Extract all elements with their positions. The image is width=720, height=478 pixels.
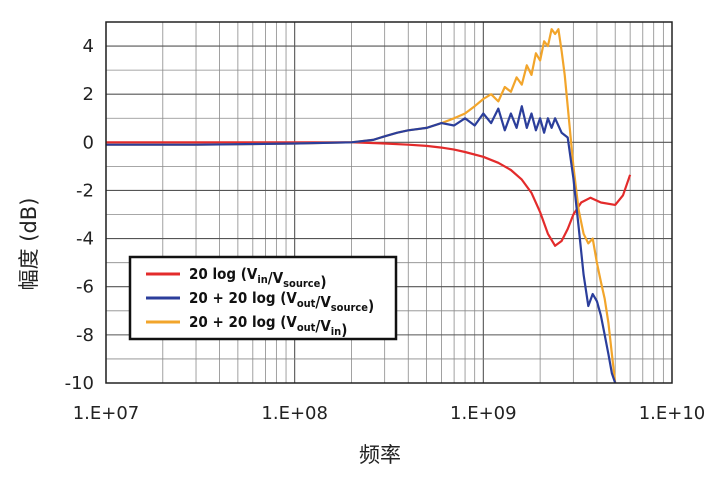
y-axis-title: 幅度 (dB): [17, 198, 41, 291]
y-tick-label: -8: [76, 325, 94, 346]
series-lines: [106, 28, 632, 384]
y-tick-label: 2: [83, 84, 94, 105]
x-tick-label: 1.E+09: [450, 403, 517, 424]
legend-label: 20 + 20 log (Vout/Vin): [189, 313, 347, 339]
x-tick-label: 1.E+07: [73, 403, 140, 424]
y-tick-label: -2: [76, 180, 94, 201]
series-line-1: [106, 141, 632, 247]
y-tick-label: -10: [65, 373, 94, 394]
legend-label: 20 + 20 log (Vout/Vsource): [189, 289, 374, 315]
x-tick-label: 1.E+08: [261, 403, 328, 424]
grid: [105, 21, 672, 384]
series-line-2: [106, 105, 617, 384]
x-axis-title: 频率: [359, 443, 401, 467]
plot-frame: [105, 21, 673, 384]
y-tick-label: 0: [83, 132, 94, 153]
x-tick-label: 1.E+10: [639, 403, 706, 424]
legend-entries: 20 log (Vin/Vsource)20 + 20 log (Vout/Vs…: [146, 265, 374, 339]
y-tick-label: 4: [83, 36, 94, 57]
y-tick-label: -4: [76, 229, 94, 250]
tick-labels: 1.E+07 1.E+08 1.E+09 1.E+10 4 2 0 -2 -4 -6 -8 -10: [65, 36, 706, 424]
y-tick-label: -6: [76, 277, 94, 298]
legend-label: 20 log (Vin/Vsource): [189, 265, 327, 291]
legend: 20 log (Vin/Vsource)20 + 20 log (Vout/Vs…: [128, 255, 398, 341]
